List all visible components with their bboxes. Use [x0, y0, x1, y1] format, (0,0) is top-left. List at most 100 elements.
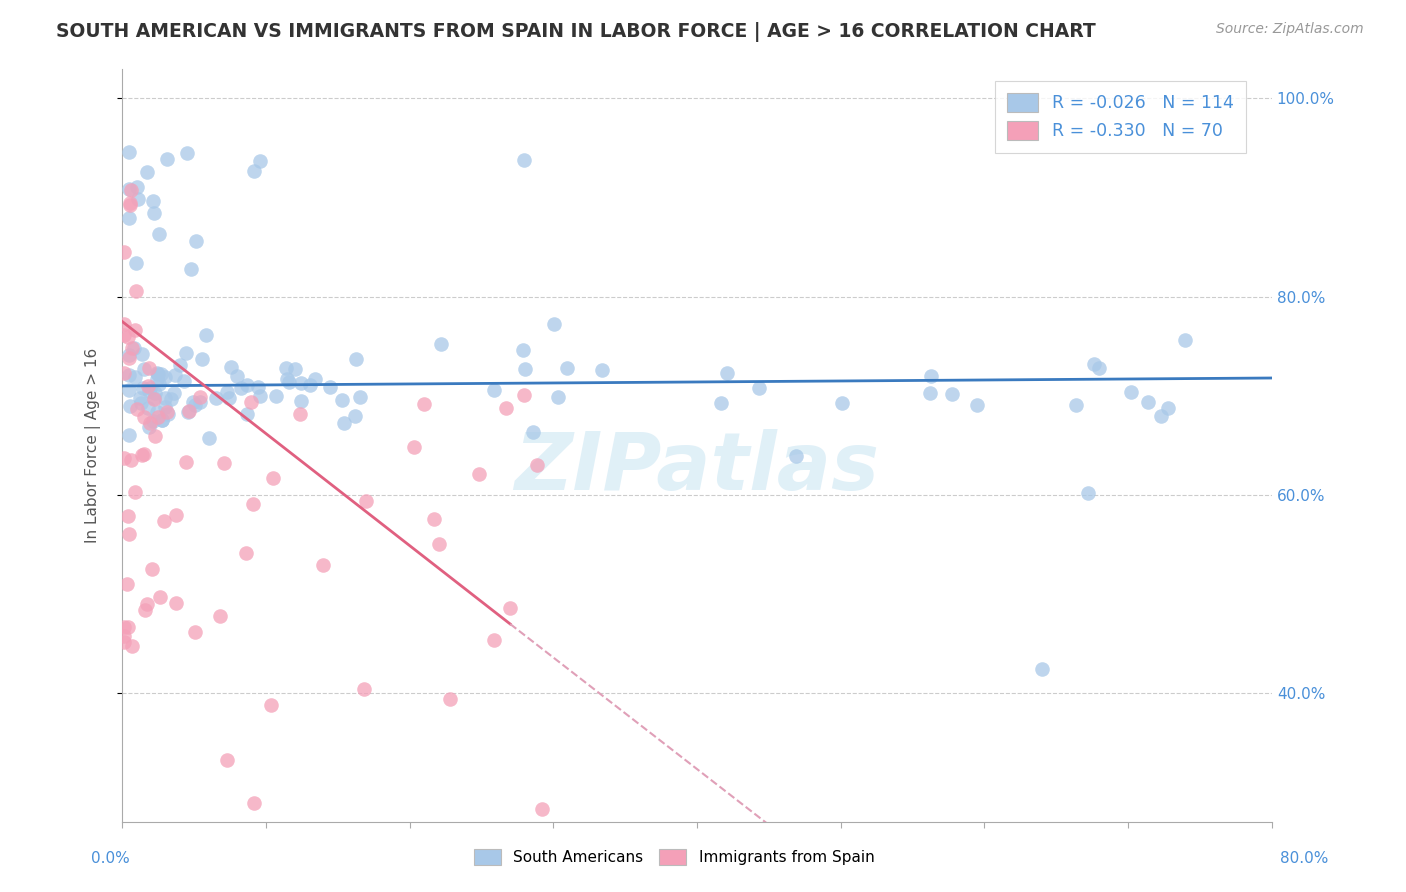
Point: [333, 417, 356, 431]
Point: [165, 508, 187, 523]
Point: [146, 405, 169, 419]
Point: [236, 378, 259, 392]
Point: [138, 361, 160, 376]
Text: 80.0%: 80.0%: [1281, 852, 1329, 866]
Point: [136, 379, 159, 393]
Point: [149, 367, 172, 381]
Point: [129, 395, 152, 409]
Point: [495, 401, 517, 415]
Point: [344, 351, 367, 366]
Point: [188, 390, 211, 404]
Point: [748, 381, 770, 395]
Point: [145, 366, 167, 380]
Point: [215, 385, 238, 400]
Point: [242, 796, 264, 810]
Point: [142, 391, 165, 405]
Point: [1137, 395, 1160, 409]
Point: [124, 370, 146, 384]
Point: [127, 180, 149, 194]
Point: [148, 227, 170, 241]
Point: [118, 182, 141, 196]
Point: [165, 596, 187, 610]
Point: [283, 361, 305, 376]
Point: [785, 449, 807, 463]
Point: [513, 153, 536, 168]
Point: [138, 381, 160, 395]
Point: [118, 384, 141, 398]
Point: [112, 450, 135, 465]
Point: [117, 620, 139, 634]
Point: [150, 413, 173, 427]
Point: [143, 429, 166, 443]
Point: [132, 381, 155, 395]
Point: [468, 467, 491, 481]
Point: [120, 399, 142, 413]
Point: [356, 494, 378, 508]
Point: [142, 194, 165, 209]
Point: [353, 681, 375, 696]
Point: [204, 391, 226, 405]
Point: [112, 245, 135, 260]
Point: [920, 369, 942, 384]
Point: [112, 629, 135, 643]
Point: [138, 416, 160, 430]
Point: [174, 346, 197, 360]
Legend: R = -0.026   N = 114, R = -0.330   N = 70: R = -0.026 N = 114, R = -0.330 N = 70: [994, 81, 1246, 153]
Point: [262, 471, 284, 485]
Point: [122, 341, 145, 355]
Point: [1174, 333, 1197, 347]
Point: [118, 348, 141, 362]
Point: [260, 698, 283, 712]
Point: [131, 449, 153, 463]
Point: [247, 380, 270, 394]
Point: [125, 256, 148, 270]
Text: 0.0%: 0.0%: [91, 852, 131, 866]
Point: [120, 453, 142, 467]
Point: [153, 400, 176, 414]
Point: [118, 211, 141, 226]
Point: [513, 388, 536, 402]
Point: [120, 183, 142, 197]
Point: [349, 391, 371, 405]
Point: [124, 322, 146, 336]
Point: [136, 165, 159, 179]
Point: [591, 363, 613, 377]
Point: [240, 394, 263, 409]
Point: [188, 395, 211, 409]
Point: [177, 405, 200, 419]
Point: [212, 456, 235, 470]
Y-axis label: In Labor Force | Age > 16: In Labor Force | Age > 16: [86, 348, 101, 543]
Point: [243, 164, 266, 178]
Point: [180, 261, 202, 276]
Point: [121, 640, 143, 654]
Point: [118, 351, 141, 365]
Point: [318, 380, 340, 394]
Point: [153, 369, 176, 384]
Point: [142, 415, 165, 429]
Point: [195, 327, 218, 342]
Point: [118, 368, 141, 383]
Point: [429, 336, 451, 351]
Point: [184, 625, 207, 640]
Point: [427, 537, 450, 551]
Point: [918, 386, 941, 401]
Point: [146, 372, 169, 386]
Point: [179, 404, 201, 418]
Point: [112, 318, 135, 332]
Point: [264, 389, 287, 403]
Point: [1119, 384, 1142, 399]
Point: [242, 497, 264, 511]
Point: [966, 398, 988, 412]
Point: [330, 393, 353, 408]
Point: [219, 359, 242, 374]
Point: [134, 409, 156, 424]
Point: [118, 428, 141, 442]
Point: [132, 446, 155, 460]
Point: [120, 195, 142, 210]
Point: [148, 376, 170, 391]
Point: [117, 508, 139, 523]
Point: [155, 152, 177, 166]
Point: [125, 284, 148, 298]
Text: Source: ZipAtlas.com: Source: ZipAtlas.com: [1216, 22, 1364, 37]
Point: [226, 369, 249, 384]
